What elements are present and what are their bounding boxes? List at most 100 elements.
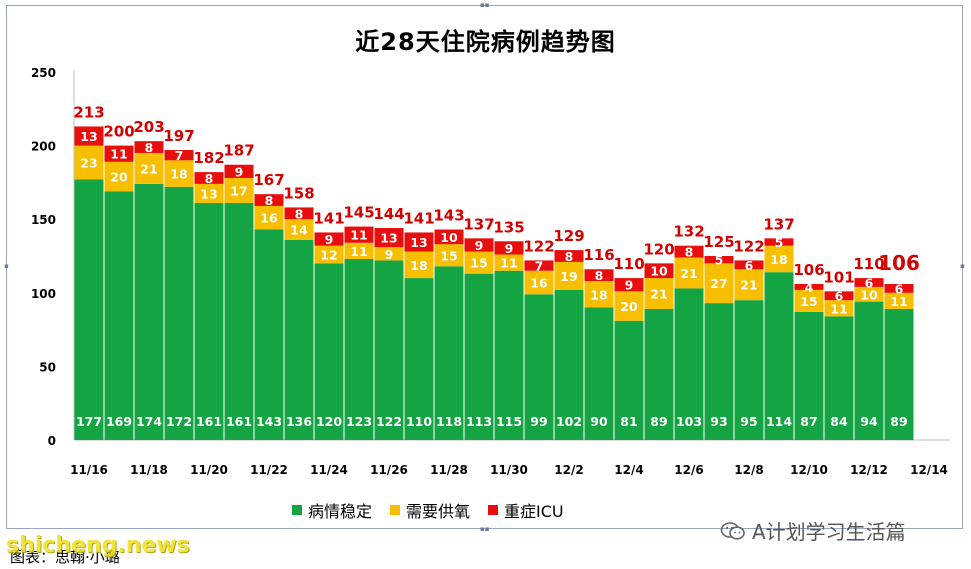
- data-label-oxygen: 18: [170, 167, 187, 182]
- data-label-icu: 10: [650, 264, 668, 279]
- data-label-icu: 13: [380, 231, 397, 246]
- x-tick-label: 11/20: [190, 463, 228, 477]
- bar-segment-oxygen: [344, 242, 374, 259]
- total-label: 125: [703, 233, 734, 251]
- x-tick-label: 12/12: [850, 463, 888, 477]
- data-label-icu: 8: [595, 268, 604, 283]
- data-label-oxygen: 18: [410, 258, 427, 273]
- total-label: 203: [133, 118, 164, 136]
- bar-segment-oxygen: [134, 152, 164, 184]
- bar-segment-stable: [494, 270, 524, 440]
- y-tick-label: 250: [31, 66, 56, 80]
- y-tick-label: 100: [31, 287, 56, 301]
- data-label-oxygen: 10: [860, 287, 878, 302]
- data-label-stable: 169: [106, 414, 132, 429]
- bar-segment-stable: [704, 303, 734, 440]
- data-label-icu: 6: [895, 281, 904, 296]
- x-tick-label: 11/28: [430, 463, 468, 477]
- bar-segment-stable: [824, 316, 854, 440]
- data-label-oxygen: 16: [530, 275, 548, 290]
- bar-segment-icu: [404, 232, 434, 252]
- total-label: 137: [763, 215, 794, 233]
- data-label-icu: 9: [235, 164, 244, 179]
- data-label-icu: 8: [205, 171, 214, 186]
- y-tick-label: 50: [39, 360, 56, 374]
- data-label-stable: 113: [466, 414, 492, 429]
- bar-segment-icu: [104, 145, 134, 162]
- bar-segment-stable: [854, 301, 884, 440]
- bar-segment-icu: [644, 263, 674, 279]
- total-label: 116: [583, 246, 614, 264]
- data-label-icu: 11: [350, 228, 367, 243]
- bar-segment-stable: [314, 263, 344, 440]
- bar-segment-stable: [104, 191, 134, 440]
- wechat-icon: [720, 521, 746, 541]
- frame-handle-right[interactable]: ▪: [960, 262, 965, 270]
- frame-handle-bottom[interactable]: ▪▪: [480, 525, 490, 533]
- footer-caption: 图表：思翰·小璐: [10, 548, 120, 566]
- data-label-stable: 174: [136, 414, 162, 429]
- data-label-icu: 7: [535, 259, 544, 274]
- bar-segment-icu: [194, 172, 224, 184]
- bar-segment-stable: [764, 272, 794, 440]
- bar-segment-stable: [224, 203, 254, 440]
- data-label-icu: 8: [565, 249, 574, 264]
- data-label-stable: 90: [590, 414, 608, 429]
- data-label-oxygen: 21: [680, 266, 697, 281]
- bar-segment-oxygen: [254, 205, 284, 230]
- frame-handle-left[interactable]: ▪: [4, 262, 9, 270]
- bar-segment-stable: [404, 278, 434, 440]
- legend-swatch-stable: [292, 505, 302, 515]
- total-label: 110: [613, 255, 644, 273]
- x-tick-label: 11/22: [250, 463, 288, 477]
- total-label: 110: [853, 255, 884, 273]
- data-label-icu: 5: [715, 253, 724, 268]
- bar-segment-icu: [584, 269, 614, 282]
- total-label: 132: [673, 223, 704, 241]
- bar-segment-stable: [134, 183, 164, 440]
- data-label-oxygen: 21: [740, 278, 757, 293]
- bar-segment-stable: [584, 307, 614, 440]
- total-label: 101: [823, 268, 854, 286]
- bar-segment-icu: [764, 238, 794, 246]
- data-label-stable: 93: [710, 414, 727, 429]
- frame-handle-top[interactable]: ▪▪: [480, 1, 490, 9]
- total-label: 106: [878, 251, 920, 275]
- bar-segment-oxygen: [554, 261, 584, 290]
- data-label-stable: 84: [830, 414, 848, 429]
- bar-segment-oxygen: [674, 257, 704, 289]
- total-label: 120: [643, 240, 674, 258]
- legend-item-oxygen: 需要供氧: [390, 498, 470, 522]
- bar-segment-icu: [164, 150, 194, 161]
- bar-segment-oxygen: [104, 161, 134, 192]
- bar-segment-icu: [854, 278, 884, 287]
- data-label-stable: 102: [556, 414, 582, 429]
- bar-segment-icu: [884, 283, 914, 293]
- legend-item-icu: 重症ICU: [488, 498, 564, 522]
- bar-segment-stable: [794, 311, 824, 440]
- data-label-oxygen: 11: [830, 301, 847, 316]
- x-tick-label: 12/4: [614, 463, 643, 477]
- data-label-icu: 8: [685, 245, 694, 260]
- bar-segment-icu: [254, 194, 284, 206]
- bar-segment-stable: [554, 289, 584, 440]
- bar-segment-oxygen: [794, 289, 824, 312]
- bar-segment-icu: [314, 232, 344, 246]
- data-label-icu: 9: [505, 241, 514, 256]
- bar-segment-oxygen: [824, 300, 854, 317]
- data-label-oxygen: 11: [500, 256, 517, 271]
- data-label-oxygen: 20: [110, 170, 128, 185]
- y-tick-label: 0: [48, 434, 56, 448]
- bar-segment-stable: [194, 203, 224, 440]
- data-label-stable: 87: [800, 414, 817, 429]
- total-label: 106: [793, 261, 824, 279]
- legend-label-icu: 重症ICU: [504, 502, 564, 521]
- bar-segment-oxygen: [704, 263, 734, 304]
- bar-segment-stable: [434, 266, 464, 440]
- bar-segment-oxygen: [644, 278, 674, 309]
- data-label-stable: 161: [196, 414, 222, 429]
- data-label-oxygen: 14: [290, 223, 308, 238]
- bar-segment-stable: [74, 179, 104, 440]
- data-label-icu: 4: [805, 280, 814, 295]
